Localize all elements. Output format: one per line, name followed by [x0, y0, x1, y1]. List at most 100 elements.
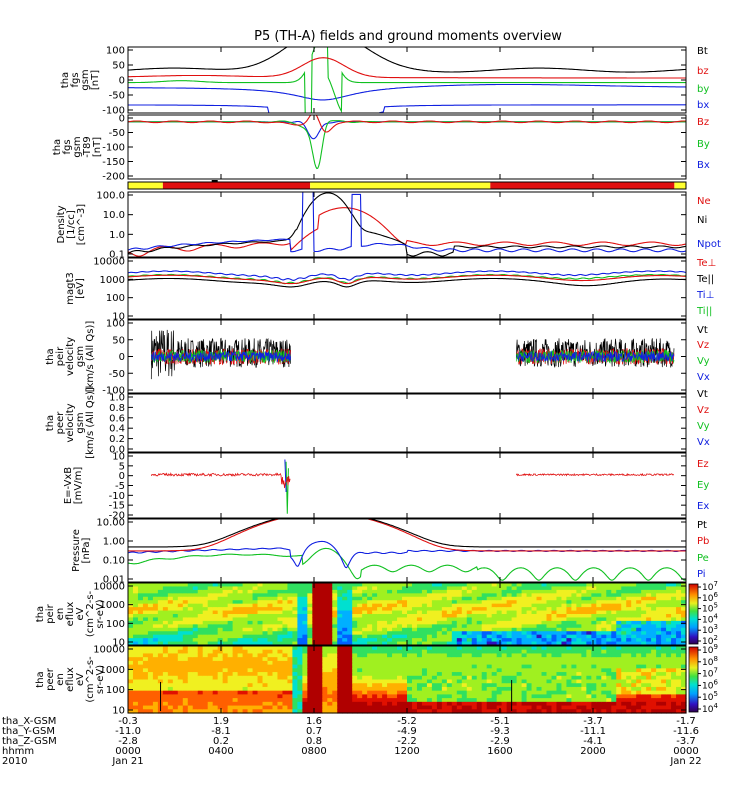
heatmap-cell [631, 694, 637, 699]
heatmap-cell [247, 620, 254, 625]
heatmap-cell [571, 589, 577, 594]
heatmap-cell [646, 634, 652, 639]
heatmap-cell [207, 679, 214, 684]
heatmap-cell [322, 646, 328, 651]
heatmap-cell [272, 694, 279, 699]
heatmap-cell [172, 620, 179, 625]
heatmap-cell [421, 709, 428, 714]
heatmap-cell [566, 694, 573, 699]
heatmap-cell [197, 709, 204, 714]
heatmap-cell [511, 617, 518, 622]
heatmap-cell [461, 589, 468, 594]
heatmap-cell [272, 634, 279, 639]
heatmap-cell [237, 624, 244, 629]
heatmap-cell [491, 646, 498, 651]
heatmap-cell [641, 624, 647, 629]
heatmap-cell [332, 672, 338, 677]
heatmap-cell [242, 586, 249, 591]
heatmap-cell [591, 649, 597, 655]
heatmap-cell [471, 614, 478, 619]
heatmap-cell [392, 694, 398, 699]
heatmap-cell [332, 679, 338, 684]
heatmap-cell [446, 631, 453, 636]
heatmap-cell [581, 686, 587, 692]
heatmap-cell [128, 683, 134, 688]
heatmap-cell [172, 631, 179, 636]
y-tick-label: -20 [109, 511, 125, 522]
heatmap-cell [317, 600, 323, 605]
heatmap-cell [661, 627, 667, 632]
heatmap-cell [132, 653, 139, 658]
heatmap-cell [581, 664, 587, 669]
heatmap-cell [671, 593, 677, 598]
heatmap-cell [446, 627, 453, 632]
heatmap-cell [506, 586, 513, 591]
heatmap-cell [392, 686, 398, 692]
heatmap-cell [446, 593, 453, 598]
heatmap-cell [387, 627, 393, 632]
heatmap-cell [411, 686, 418, 692]
heatmap-cell [232, 653, 239, 658]
heatmap-cell [486, 589, 493, 594]
heatmap-cell [631, 641, 637, 646]
heatmap-cell [626, 690, 632, 695]
heatmap-cell [621, 686, 627, 692]
heatmap-cell [671, 705, 677, 710]
heatmap-cell [212, 583, 219, 588]
heatmap-cell [147, 617, 154, 622]
heatmap-cell [466, 607, 473, 612]
heatmap-cell [566, 709, 573, 714]
heatmap-cell [392, 600, 398, 605]
heatmap-cell [357, 614, 363, 619]
heatmap-cell [646, 641, 652, 646]
heatmap-cell [372, 686, 378, 692]
heatmap-cell [377, 620, 383, 625]
heatmap-cell [431, 583, 438, 588]
heatmap-cell [362, 631, 368, 636]
heatmap-cell [661, 675, 667, 681]
heatmap-cell [491, 653, 498, 658]
heatmap-cell [516, 664, 523, 669]
heatmap-cell [377, 672, 383, 677]
heatmap-cell [132, 698, 139, 703]
heatmap-cell [312, 668, 318, 673]
heatmap-cell [387, 641, 393, 646]
heatmap-cell [222, 653, 229, 658]
heatmap-cell [431, 668, 438, 673]
heatmap-cell [297, 675, 303, 681]
heatmap-cell [636, 624, 642, 629]
heatmap-cell [601, 698, 607, 703]
heatmap-cell [397, 698, 403, 703]
heatmap-cell [347, 694, 353, 699]
heatmap-cell [526, 709, 533, 714]
heatmap-cell [641, 631, 647, 636]
heatmap-cell [671, 683, 677, 688]
heatmap-cell [302, 683, 308, 688]
heatmap-cell [626, 701, 632, 707]
heatmap-cell [207, 649, 214, 655]
heatmap-cell [397, 627, 403, 632]
heatmap-cell [237, 589, 244, 594]
heatmap-cell [676, 641, 682, 646]
heatmap-cell [142, 634, 149, 639]
heatmap-cell [207, 589, 214, 594]
heatmap-cell [202, 586, 209, 591]
x-tick-label: 0800 [301, 746, 326, 757]
heatmap-cell [621, 701, 627, 707]
heatmap-cell [531, 683, 538, 688]
heatmap-cell [252, 649, 259, 655]
heatmap-cell [392, 709, 398, 714]
temperature-frame [127, 257, 687, 320]
heatmap-cell [471, 686, 478, 692]
heatmap-cell [571, 617, 577, 622]
heatmap-cell [591, 634, 597, 639]
heatmap-cell [232, 709, 239, 714]
heatmap-cell [372, 586, 378, 591]
heatmap-cell [506, 660, 513, 666]
heatmap-cell [496, 614, 503, 619]
heatmap-cell [456, 694, 463, 699]
heatmap-cell [426, 709, 433, 714]
heatmap-cell [511, 698, 518, 703]
heatmap-cell [317, 675, 323, 681]
heatmap-cell [621, 614, 627, 619]
